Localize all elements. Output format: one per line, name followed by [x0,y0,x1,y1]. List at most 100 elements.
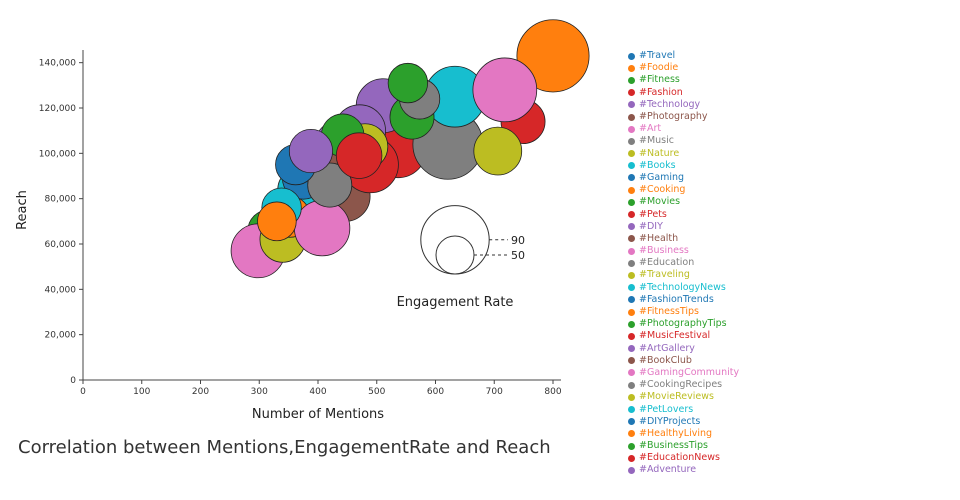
legend-marker-icon [628,296,635,304]
legend-marker-icon [628,64,635,72]
legend-item: #Traveling [628,269,739,281]
legend-marker-icon [628,320,635,328]
size-legend-title: Engagement Rate [397,295,514,310]
legend-label: #Movies [639,196,681,208]
legend-label: #FitnessTips [639,306,699,318]
bubble-Adventure [288,129,334,174]
legend-label: #Travel [639,50,676,62]
x-axis-label: Number of Mentions [252,407,384,422]
legend-item: #MusicFestival [628,330,739,342]
legend-label: #Nature [639,147,680,159]
legend-label: #MusicFestival [639,330,711,342]
legend-marker-icon [628,198,635,206]
legend-label: #MovieReviews [639,391,714,403]
legend-item: #Gaming [628,172,739,184]
x-tick-label: 800 [544,387,561,397]
legend-label: #GamingCommunity [639,366,740,378]
legend-label: #EducationNews [639,452,720,464]
legend-marker-icon [628,150,635,158]
y-tick-label: 120,000 [39,104,76,114]
legend-item: #FashionTrends [628,294,739,306]
legend-item: #PetLovers [628,403,739,415]
legend-label: #DIY [639,220,663,232]
legend-label: #TechnologyNews [639,281,726,293]
bubble-HealthyLiving [257,201,297,242]
y-tick-label: 0 [70,376,76,386]
legend-marker-icon [628,186,635,194]
legend-label: #Health [639,232,679,244]
legend-label: #Foodie [639,62,679,74]
legend-item: #HealthyLiving [628,428,739,440]
legend-item: #Technology [628,99,739,111]
legend-marker-icon [628,381,635,389]
legend-item: #Business [628,245,739,257]
chart-title: Correlation between Mentions,EngagementR… [18,437,551,458]
size-legend-value: 90 [511,234,525,247]
bubble-Foodie [516,19,590,93]
size-legend-circle [435,235,475,275]
legend-item: #EducationNews [628,452,739,464]
legend-item: #Health [628,233,739,245]
legend-marker-icon [628,52,635,60]
legend-marker-icon [628,113,635,121]
legend-label: #CookingRecipes [639,379,723,391]
legend-item: #DIY [628,221,739,233]
bubble-chart: 0 100 200 300 400 500 600 700 800 0 20,000 40,000 60… [15,19,590,422]
legend-item: #CookingRecipes [628,379,739,391]
legend-item: #MovieReviews [628,391,739,403]
legend-marker-icon [628,76,635,84]
legend-marker-icon [628,101,635,109]
legend-item: #Fitness [628,74,739,86]
legend-marker-icon [628,466,635,474]
bubble-GamingCommunity [293,199,351,257]
x-tick-label: 0 [80,387,86,397]
legend-item: #FitnessTips [628,306,739,318]
legend-label: #HealthyLiving [639,427,713,439]
bubble-EducationNews [335,132,383,179]
x-tick-label: 500 [368,387,385,397]
legend-label: #Adventure [639,464,697,476]
x-tick-label: 400 [309,387,326,397]
legend-label: #DIYProjects [639,415,701,427]
legend-label: #BookClub [639,354,692,366]
bubble-Traveling [473,126,523,176]
legend-item: #GamingCommunity [628,367,739,379]
x-tick-label: 700 [486,387,503,397]
y-tick-label: 60,000 [45,240,77,250]
legend-marker-icon [628,454,635,462]
legend-marker-icon [628,235,635,243]
legend-label: #Education [639,257,695,269]
legend-item: #Foodie [628,62,739,74]
legend-label: #PetLovers [639,403,694,415]
legend-label: #Art [639,123,662,135]
legend-marker-icon [628,125,635,133]
legend-marker-icon [628,369,635,377]
legend-marker-icon [628,308,635,316]
legend-item: #TechnologyNews [628,282,739,294]
legend-marker-icon [628,162,635,170]
legend-label: #Music [639,135,674,147]
bubble-PhotographyTips [387,62,429,104]
y-tick-label: 40,000 [45,285,77,295]
x-tick-label: 600 [427,387,444,397]
legend-item: #Music [628,135,739,147]
legend-item: #Nature [628,148,739,160]
size-legend-value: 50 [511,249,525,262]
legend-item: #Education [628,257,739,269]
legend-item: #BookClub [628,355,739,367]
legend-label: #FashionTrends [639,293,714,305]
legend-item: #Cooking [628,184,739,196]
y-tick-label: 80,000 [45,195,77,205]
legend-item: #Art [628,123,739,135]
x-tick-label: 100 [133,387,150,397]
legend-label: #ArtGallery [639,342,695,354]
legend-label: #Gaming [639,171,685,183]
legend-marker-icon [628,271,635,279]
legend-label: #Books [639,159,676,171]
legend-item: #Movies [628,196,739,208]
legend-item: #Photography [628,111,739,123]
legend-marker-icon [628,430,635,438]
legend-marker-icon [628,332,635,340]
legend-marker-icon [628,137,635,145]
legend-marker-icon [628,418,635,426]
